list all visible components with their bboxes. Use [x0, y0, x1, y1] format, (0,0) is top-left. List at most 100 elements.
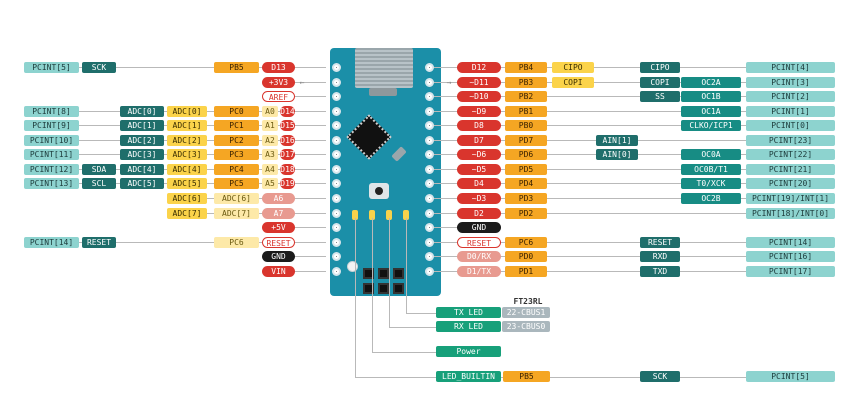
led-builtin-hwire [355, 377, 835, 378]
right-pin-label: TXD [640, 266, 680, 277]
led-builtin-pcint-label: PCINT[5] [746, 371, 835, 382]
left-pin-label: ADC[1] [167, 120, 207, 131]
reset-button-icon [369, 183, 389, 199]
left-pin-label: PC1 [214, 120, 259, 131]
header-pin-icon [425, 165, 434, 174]
right-pin-label: PD3 [505, 193, 547, 204]
power-led-label: Power [436, 346, 501, 357]
header-pin-icon [425, 252, 434, 261]
ft23rl-label: FT23RL [513, 297, 543, 306]
left-pin-label: ADC[2] [120, 135, 164, 146]
left-pin-label: D19 [280, 178, 295, 189]
left-pin-label: ADC[7] [214, 208, 259, 219]
left-pin-label: A1 [262, 120, 278, 131]
left-pin-label: ADC[4] [120, 164, 164, 175]
left-pin-label: PCINT[11] [24, 149, 79, 160]
left-pin-label: VIN [262, 266, 295, 277]
left-pin-label: PB5 [214, 62, 259, 73]
right-pin-label: PC6 [505, 237, 547, 248]
right-pin-label: PCINT[1] [746, 106, 835, 117]
right-pin-label: ~D3 [457, 193, 501, 204]
left-pin-label: ADC[0] [167, 106, 207, 117]
left-pin-label: D14 [280, 106, 295, 117]
right-pin-label: D1/TX [457, 266, 501, 277]
left-pin-label: A3 [262, 149, 278, 160]
left-pin-label: D18 [280, 164, 295, 175]
usb-connector-icon [355, 48, 413, 88]
left-pin-label: D15 [280, 120, 295, 131]
led-pin-icon [386, 210, 392, 220]
right-pin-label: CLKO/ICP1 [681, 120, 741, 131]
left-pin-label: A4 [262, 164, 278, 175]
header-pin-icon [332, 223, 341, 232]
left-pin-label: SCL [82, 178, 116, 189]
left-pin-label: A5 [262, 178, 278, 189]
header-pin-icon [425, 150, 434, 159]
right-pin-label: PD6 [505, 149, 547, 160]
right-pin-label: PD4 [505, 178, 547, 189]
connector-wire [272, 82, 326, 83]
right-pin-label: OC1B [681, 91, 741, 102]
left-pin-label: PCINT[13] [24, 178, 79, 189]
left-pin-label: PC0 [214, 106, 259, 117]
led-pin-icon [352, 210, 358, 220]
led-builtin-port-label: PB5 [503, 371, 550, 382]
header-pin-icon [332, 209, 341, 218]
left-pin-label: D17 [280, 149, 295, 160]
right-pin-label: PCINT[14] [746, 237, 835, 248]
right-pin-label: PD7 [505, 135, 547, 146]
left-pin-label: AREF [262, 91, 295, 102]
left-pin-label: ADC[1] [120, 120, 164, 131]
left-pin-label: PCINT[9] [24, 120, 79, 131]
left-pin-label: PC4 [214, 164, 259, 175]
icsp-header-pin [378, 283, 389, 294]
connector-wire [434, 242, 825, 243]
right-pin-label: PB0 [505, 120, 547, 131]
header-pin-icon [332, 78, 341, 87]
icsp-header-pin [363, 283, 374, 294]
header-pin-icon [332, 92, 341, 101]
left-pin-label: ADC[4] [167, 164, 207, 175]
arrow-left-icon: ← [299, 78, 305, 87]
header-pin-icon [425, 209, 434, 218]
header-pin-icon [332, 121, 341, 130]
right-pin-label: PCINT[22] [746, 149, 835, 160]
connector-wire [434, 183, 825, 184]
right-pin-label: SS [640, 91, 680, 102]
right-pin-label: COPI [640, 77, 680, 88]
left-pin-label: A0 [262, 106, 278, 117]
header-pin-icon [425, 121, 434, 130]
left-pin-label: PC5 [214, 178, 259, 189]
header-pin-icon [425, 238, 434, 247]
connector-wire [434, 125, 825, 126]
tx-led-hwire [406, 313, 436, 314]
connector-wire [434, 213, 825, 214]
right-pin-label: PCINT[3] [746, 77, 835, 88]
right-pin-label: OC0A [681, 149, 741, 160]
right-pin-label: D7 [457, 135, 501, 146]
led-builtin-wire [355, 218, 356, 378]
right-pin-label: ~D6 [457, 149, 501, 160]
left-pin-label: ADC[5] [120, 178, 164, 189]
right-pin-label: D0/RX [457, 251, 501, 262]
left-pin-label: PCINT[5] [24, 62, 79, 73]
left-pin-label: ADC[6] [214, 193, 259, 204]
left-pin-label: SDA [82, 164, 116, 175]
right-pin-label: PCINT[17] [746, 266, 835, 277]
connector-wire [272, 227, 326, 228]
header-pin-icon [425, 63, 434, 72]
header-pin-icon [425, 136, 434, 145]
right-pin-label: PD5 [505, 164, 547, 175]
left-pin-label: ADC[7] [167, 208, 207, 219]
header-pin-icon [425, 92, 434, 101]
connector-wire [434, 198, 825, 199]
right-pin-label: PB3 [505, 77, 547, 88]
power-wire [372, 218, 373, 353]
right-pin-label: ~D10 [457, 91, 501, 102]
tx-led-wire [406, 218, 407, 314]
right-pin-label: ~D9 [457, 106, 501, 117]
right-pin-label: PD2 [505, 208, 547, 219]
header-pin-icon [332, 165, 341, 174]
header-pin-icon [332, 252, 341, 261]
